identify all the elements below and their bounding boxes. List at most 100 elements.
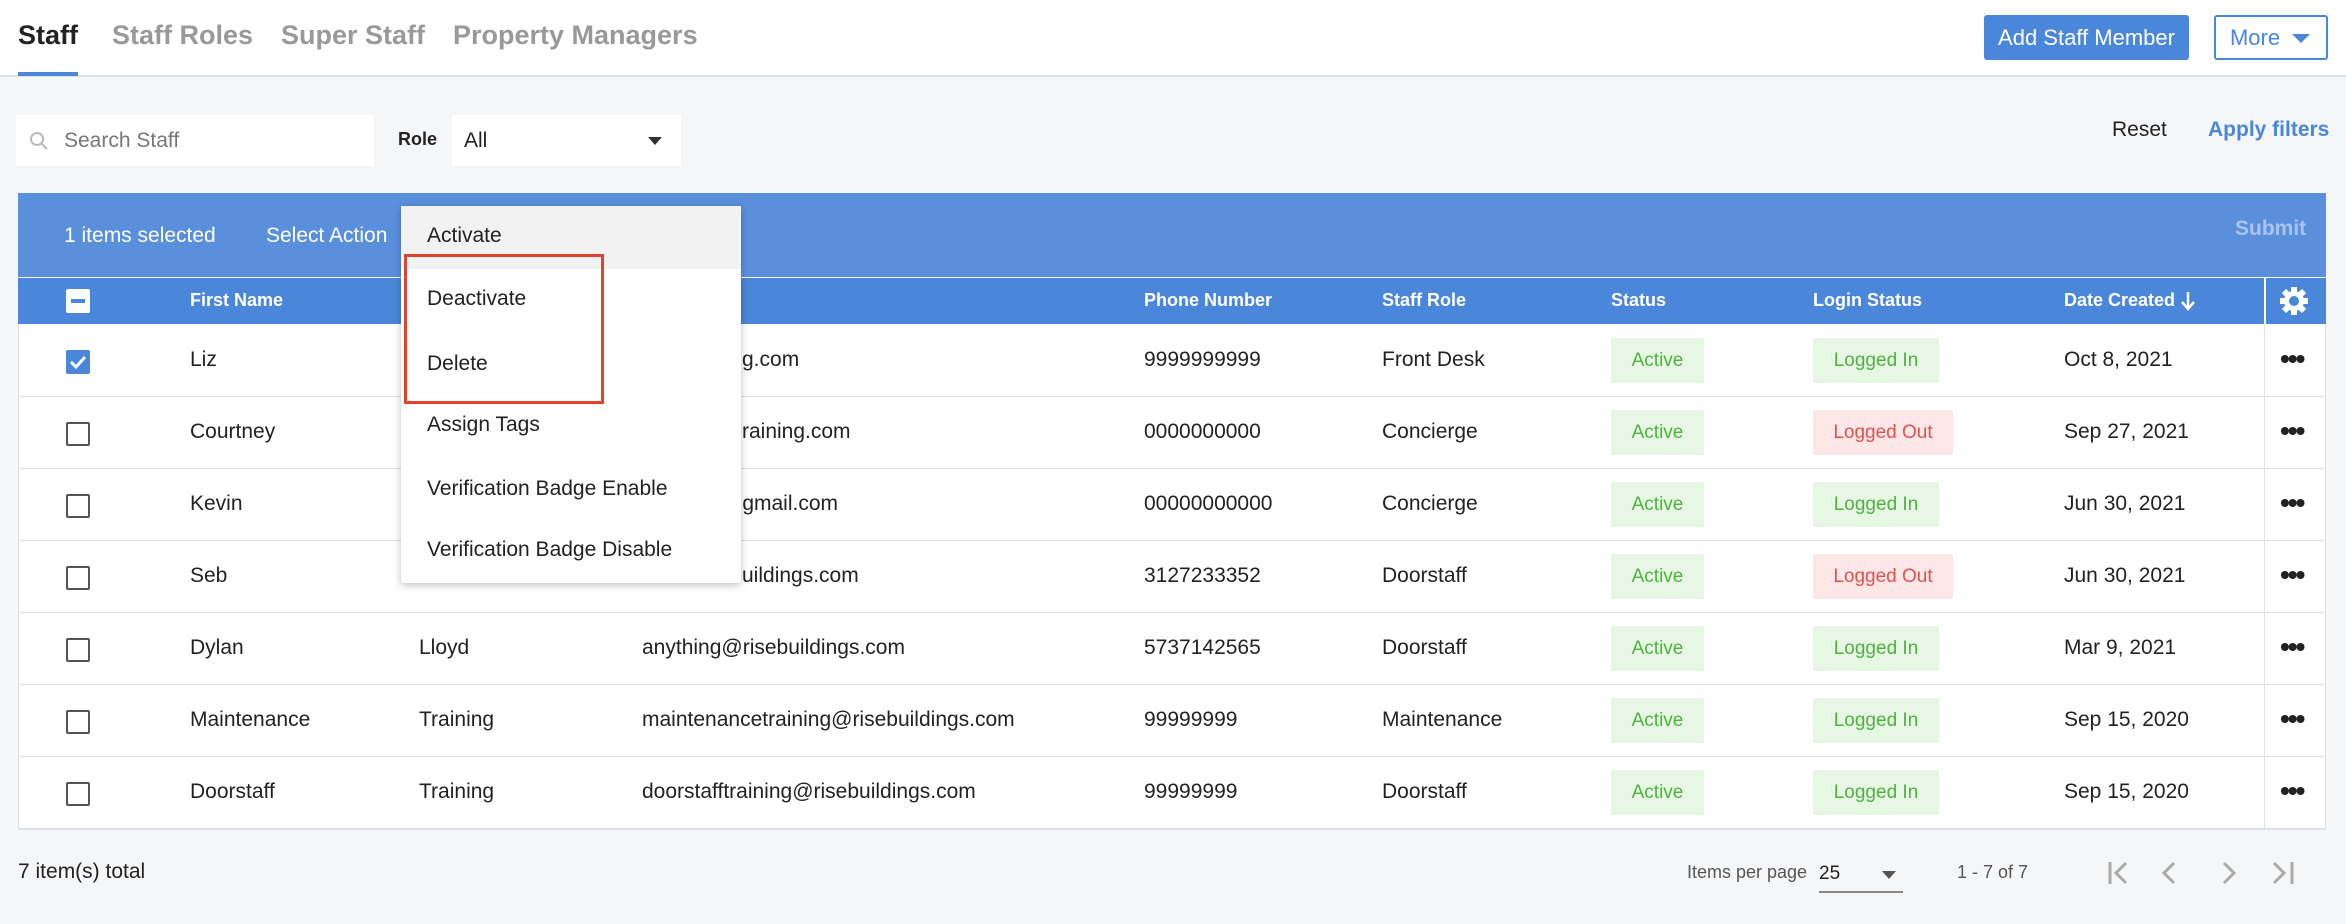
menu-item[interactable]: Delete (427, 352, 488, 375)
tab[interactable]: Staff Roles (112, 20, 254, 50)
menu-item[interactable]: Deactivate (427, 287, 527, 310)
first-name: Doorstaff (190, 780, 275, 803)
column-divider (2264, 469, 2265, 541)
row-menu[interactable]: ••• (2280, 415, 2305, 446)
tab[interactable]: Staff (18, 20, 78, 50)
phone: 99999999 (1144, 780, 1238, 803)
login-badge: Logged In (1813, 482, 1939, 527)
row-checkbox[interactable] (66, 638, 90, 662)
login-badge: Logged Out (1813, 410, 1953, 455)
menu-item[interactable]: Assign Tags (427, 413, 540, 436)
role-select[interactable]: All (452, 115, 681, 166)
row-checkbox[interactable] (66, 782, 90, 806)
column-divider (2264, 397, 2265, 469)
column-header: Login Status (1813, 290, 1922, 310)
first-name: Kevin (190, 492, 243, 515)
status-badge: Active (1611, 410, 1704, 455)
email: g.com (742, 348, 800, 371)
date: Oct 8, 2021 (2064, 348, 2173, 371)
row-menu[interactable]: ••• (2280, 631, 2305, 662)
column-divider (2264, 757, 2265, 829)
add-staff-button[interactable]: Add Staff Member (1984, 15, 2189, 60)
first-name: Courtney (190, 420, 276, 443)
login-badge: Logged In (1813, 698, 1939, 743)
row-checkbox[interactable] (66, 566, 90, 590)
row-checkbox[interactable] (66, 350, 90, 374)
selected-count: 1 items selected (64, 224, 216, 247)
submit-button[interactable]: Submit (2235, 217, 2307, 240)
per-page-select[interactable]: 25 (1819, 857, 1903, 893)
phone: 00000000000 (1144, 492, 1273, 515)
login-badge: Logged In (1813, 338, 1939, 383)
per-page-value: 25 (1819, 863, 1841, 884)
row-divider (18, 756, 2326, 757)
email: uildings.com (742, 564, 859, 587)
first-name: Dylan (190, 636, 244, 659)
login-badge: Logged In (1813, 626, 1939, 671)
reset-link[interactable]: Reset (2112, 118, 2167, 141)
pagination[interactable] (2090, 856, 2320, 890)
row-checkbox[interactable] (66, 710, 90, 734)
row-menu[interactable]: ••• (2280, 775, 2305, 806)
row-divider (18, 468, 2326, 469)
first-name: Seb (190, 564, 228, 587)
staff-role: Maintenance (1382, 708, 1503, 731)
caret (648, 136, 662, 145)
column-header: Status (1611, 290, 1667, 310)
last-name: Training (419, 780, 495, 803)
total-count: 7 item(s) total (18, 860, 146, 883)
column-divider (2264, 325, 2265, 397)
row-checkbox[interactable] (66, 494, 90, 518)
phone: 0000000000 (1144, 420, 1261, 443)
check (69, 355, 87, 370)
search-placeholder: Search Staff (64, 128, 180, 152)
caret (1882, 871, 1896, 879)
last-name: Lloyd (419, 636, 470, 659)
phone: 3127233352 (1144, 564, 1261, 587)
row-menu[interactable]: ••• (2280, 703, 2305, 734)
highlight-box (404, 254, 604, 404)
status-badge: Active (1611, 698, 1704, 743)
menu-hover (401, 206, 741, 269)
page-range: 1 - 7 of 7 (1957, 862, 2029, 882)
column-divider (2264, 541, 2265, 613)
date: Sep 27, 2021 (2064, 420, 2189, 443)
more-button[interactable]: More (2214, 15, 2328, 60)
tab[interactable]: Property Managers (453, 20, 698, 50)
menu-item[interactable]: Verification Badge Disable (427, 538, 673, 561)
select-action[interactable]: Select Action (266, 224, 388, 247)
role-label: Role (398, 129, 438, 149)
tab[interactable]: Super Staff (281, 20, 426, 50)
last-name: Training (419, 708, 495, 731)
login-badge: Logged In (1813, 770, 1939, 815)
settings-icon[interactable] (2278, 285, 2310, 317)
row-checkbox[interactable] (66, 422, 90, 446)
status-badge: Active (1611, 626, 1704, 671)
phone: 99999999 (1144, 708, 1238, 731)
row-divider (18, 828, 2326, 829)
first-name: Maintenance (190, 708, 311, 731)
email: anything@risebuildings.com (642, 636, 905, 659)
select-all-checkbox[interactable] (66, 289, 90, 313)
row-menu[interactable]: ••• (2280, 559, 2305, 590)
row-menu[interactable]: ••• (2280, 487, 2305, 518)
phone: 5737142565 (1144, 636, 1261, 659)
column-header: Phone Number (1144, 290, 1273, 310)
column-header[interactable]: Date Created (2064, 290, 2176, 310)
sort-icon[interactable] (2180, 290, 2196, 312)
menu-item[interactable]: Activate (427, 224, 502, 247)
apply-filters-link[interactable]: Apply filters (2208, 118, 2330, 141)
row-menu[interactable]: ••• (2280, 343, 2305, 374)
search-box[interactable]: Search Staff (16, 115, 374, 166)
staff-role: Doorstaff (1382, 636, 1467, 659)
row-divider (18, 540, 2326, 541)
staff-role: Doorstaff (1382, 564, 1467, 587)
staff-role: Concierge (1382, 492, 1478, 515)
column-header: First Name (190, 290, 284, 310)
menu-item[interactable]: Verification Badge Enable (427, 477, 668, 500)
staff-role: Concierge (1382, 420, 1478, 443)
login-badge: Logged Out (1813, 554, 1953, 599)
role-value: All (464, 128, 488, 152)
first-name: Liz (190, 348, 217, 371)
column-divider (2264, 685, 2265, 757)
